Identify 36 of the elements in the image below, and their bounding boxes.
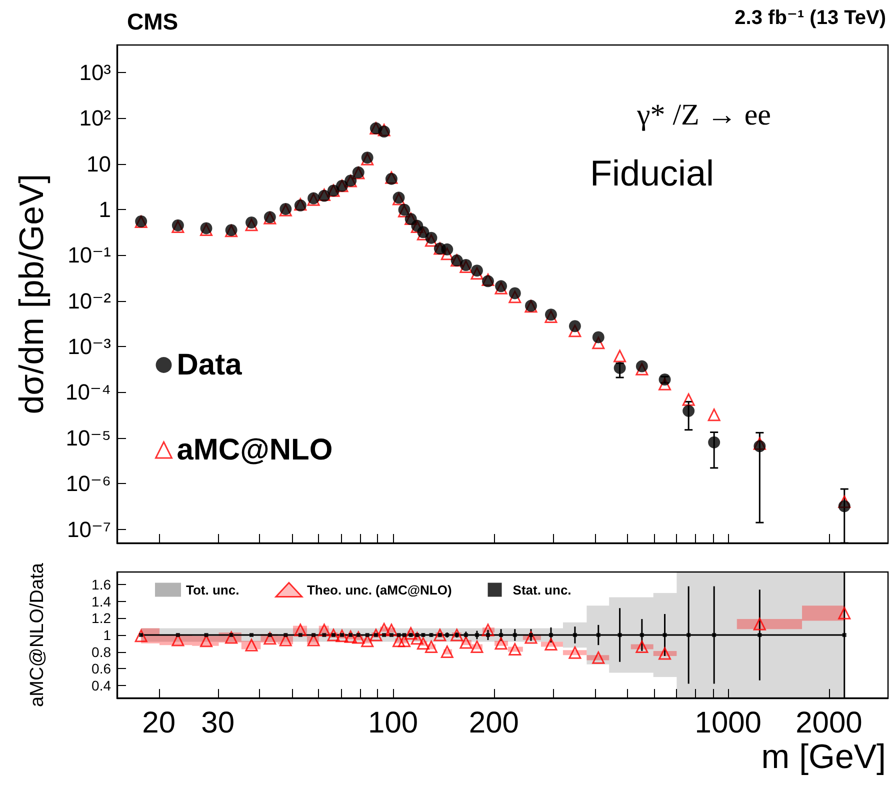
x-axis-title: m [GeV]: [761, 738, 886, 776]
x-tick-label: 1000: [694, 706, 762, 740]
y-tick-label: 10: [86, 151, 111, 176]
chart-title: CMS: [127, 8, 178, 34]
y-tick-label: 0.8: [92, 644, 112, 660]
y-axis-title: dσ/dm [pb/GeV]: [13, 174, 51, 414]
y-tick-label: 10⁻³: [68, 334, 111, 360]
legend-label: Theo. unc. (aMC@NLO): [306, 582, 452, 598]
y-tick-label: 1.6: [92, 576, 112, 593]
legend-label: Data: [176, 348, 242, 382]
y-tick-label: 0.6: [92, 660, 112, 677]
x-tick-label: 20: [142, 706, 176, 740]
x-tick-label: 100: [368, 706, 418, 740]
annotation: Fiducial: [590, 152, 714, 194]
y-axis-title: aMC@NLO/Data: [27, 562, 48, 707]
y-tick-label: 1.4: [92, 593, 112, 610]
legend-label: aMC@NLO: [176, 434, 333, 466]
x-tick-label: 2000: [796, 706, 862, 740]
annotation: γ* /Z → ee: [636, 98, 772, 132]
y-tick-label: 1: [103, 627, 112, 643]
y-tick-label: 10⁻²: [68, 288, 111, 314]
x-tick-label: 200: [468, 706, 519, 740]
y-tick-label: 10⁻⁶: [66, 471, 111, 496]
x-tick-label: 30: [201, 706, 235, 740]
y-tick-label: 10⁻⁴: [65, 380, 111, 405]
y-tick-label: 10⁻¹: [68, 242, 111, 268]
y-tick-label: 10⁻⁵: [66, 425, 111, 450]
y-tick-label: 0.4: [92, 677, 112, 694]
chart-subtitle: 2.3 fb⁻¹ (13 TeV): [734, 7, 886, 29]
y-tick-label: 10³: [79, 60, 111, 85]
y-tick-label: 10²: [79, 106, 111, 131]
legend-label: Tot. unc.: [186, 582, 240, 598]
y-tick-label: 1.2: [92, 610, 112, 626]
y-tick-label: 1: [98, 197, 111, 222]
legend-label: Stat. unc.: [512, 582, 572, 598]
y-tick-label: 10⁻⁷: [66, 516, 112, 542]
